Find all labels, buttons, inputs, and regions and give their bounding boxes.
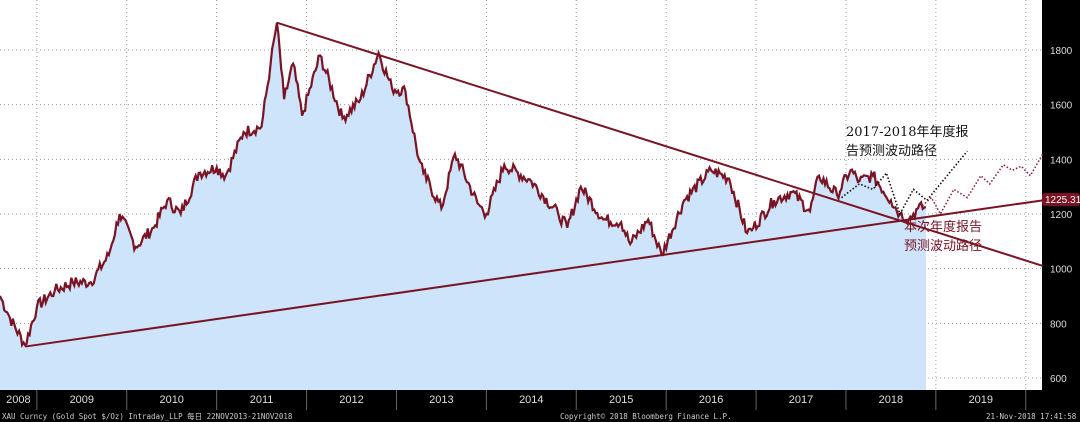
annotation-new-forecast-1: 本次年度报告 [904,219,982,235]
last-price-badge: 1225.31 [1042,193,1080,206]
x-tick-label: 2008 [6,394,30,406]
x-tick-label: 2017 [789,394,813,406]
annotation-new-forecast-2: 预测波动路径 [904,238,982,254]
y-tick-label: 1000 [1050,265,1073,276]
x-tick-label: 2016 [699,394,723,406]
footer-ticker: XAU Curncy (Gold Spot $/Oz) Intraday_LLP… [2,411,293,421]
last-price-label: 1225.31 [1045,195,1080,206]
x-tick-label: 2014 [519,394,543,406]
price-area-fill [0,22,926,390]
new-forecast-path [921,153,1044,216]
x-tick-label: 2009 [70,394,94,406]
x-tick-label: 2019 [969,394,993,406]
x-tick-label: 2018 [879,394,903,406]
support-trendline [25,199,1043,348]
old-forecast-path [841,150,968,216]
annotation-old-forecast-1: 2017-2018年年度报 [846,124,969,140]
y-tick-label: 1800 [1050,46,1073,57]
y-tick-label: 600 [1050,374,1067,385]
y-tick-label: 1200 [1050,210,1073,221]
annotation-old-forecast-2: 告预测波动路径 [846,143,937,159]
x-tick-label: 2010 [159,394,183,406]
x-tick-label: 2013 [429,394,453,406]
price-line [0,22,927,348]
y-tick-label: 800 [1050,319,1067,330]
footer-timestamp: 21-Nov-2018 17:41:58 [986,412,1077,421]
x-tick-label: 2015 [609,394,633,406]
y-tick-label: 1600 [1050,101,1073,112]
x-tick-label: 2011 [250,394,274,406]
y-tick-label: 1400 [1050,155,1073,166]
x-tick-label: 2012 [339,394,363,406]
resistance-trendline [276,21,1044,267]
footer-copyright: Copyright© 2018 Bloomberg Finance L.P. [560,412,732,421]
